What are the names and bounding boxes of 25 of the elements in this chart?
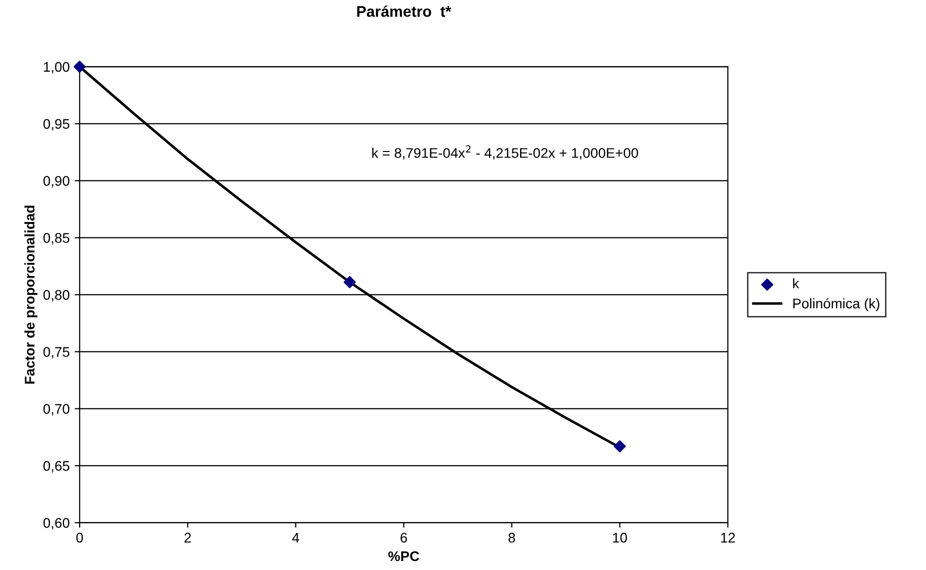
y-tick-label: 0,70 xyxy=(43,404,70,416)
x-tick-label: 6 xyxy=(400,532,407,543)
y-tick-label: 0,75 xyxy=(43,347,70,358)
y-tick-label: 0,65 xyxy=(43,461,70,472)
y-tick-label: 0,90 xyxy=(43,176,70,188)
x-tick-label: 12 xyxy=(721,532,735,542)
y-tick-label: 0,85 xyxy=(43,233,70,244)
y-tick-label: 0,95 xyxy=(43,119,70,130)
y-axis-title: Factor de proporcionalidad xyxy=(24,206,38,384)
legend-label: Polinómica (k) xyxy=(793,298,880,312)
point xyxy=(344,276,356,288)
y-tick-label: 1,00 xyxy=(44,62,70,74)
legend-label: k xyxy=(793,278,800,288)
x-tick-label: 10 xyxy=(613,532,627,543)
x-tick-label: 4 xyxy=(292,532,300,542)
x-tick-label: 8 xyxy=(508,532,516,543)
point xyxy=(614,440,626,452)
annotation: k = 8,791E-04x$^{2}$ - 4,215E-02x + 1,000E+00 xyxy=(372,145,638,160)
point xyxy=(74,60,86,73)
chart-title: Parámetro t* xyxy=(357,5,452,17)
x-tick-label: 2 xyxy=(184,532,191,542)
x-axis-title: %PC xyxy=(388,551,420,562)
x-tick-label: 0 xyxy=(76,532,83,543)
y-tick-label: 0,80 xyxy=(43,290,70,302)
y-tick-label: 0,60 xyxy=(43,518,70,530)
